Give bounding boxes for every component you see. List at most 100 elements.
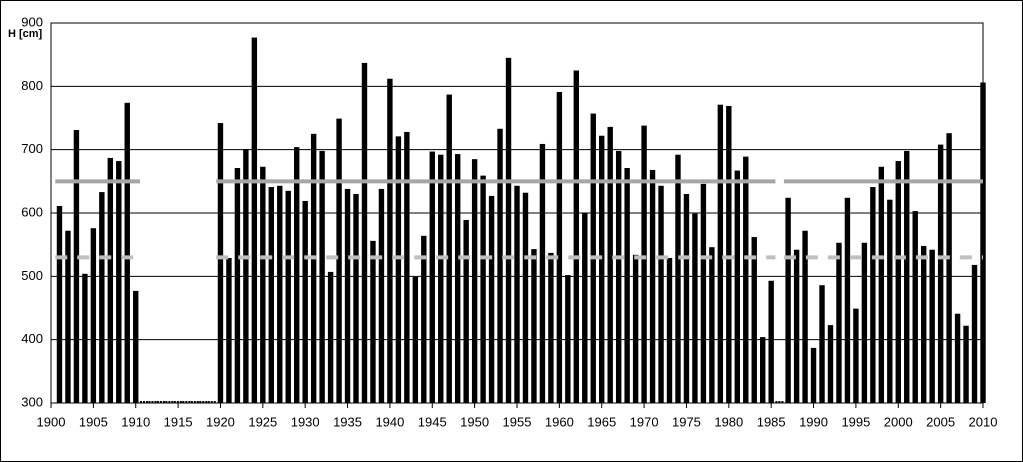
bar: [641, 125, 647, 403]
bar: [480, 175, 486, 403]
bar: [692, 213, 698, 403]
x-tick-label: 1915: [164, 414, 193, 429]
y-tick-label: 400: [21, 331, 43, 346]
bar: [963, 325, 969, 403]
y-tick-label: 500: [21, 268, 43, 283]
bar: [260, 166, 266, 403]
bar: [353, 194, 359, 403]
bar: [226, 257, 232, 403]
bar: [505, 57, 512, 403]
x-tick-label: 1950: [460, 414, 489, 429]
bar: [387, 78, 393, 403]
bar: [878, 166, 885, 403]
bar: [488, 195, 495, 403]
bar: [99, 192, 105, 403]
bar: [514, 185, 520, 403]
bar: [531, 249, 537, 403]
x-tick-label: 2010: [969, 414, 998, 429]
bar: [277, 185, 283, 403]
x-tick-label: 1980: [714, 414, 743, 429]
bar: [937, 144, 944, 403]
bar: [446, 94, 452, 404]
bar: [726, 105, 732, 403]
bar: [370, 240, 376, 403]
bar: [565, 275, 571, 403]
bar: [285, 190, 291, 403]
y-tick-label: 900: [21, 14, 43, 29]
bar: [310, 133, 317, 404]
bar: [421, 235, 427, 403]
x-tick-label: 1970: [630, 414, 659, 429]
bar: [615, 150, 622, 403]
bar: [73, 130, 80, 404]
bar: [819, 285, 825, 403]
bar: [844, 197, 851, 403]
y-tick-label: 300: [21, 394, 43, 409]
bar: [861, 242, 868, 403]
bar: [302, 200, 308, 403]
bar: [887, 199, 893, 403]
bar: [743, 156, 749, 403]
bar: [336, 118, 342, 403]
bar: [548, 252, 554, 403]
x-tick-label: 1945: [418, 414, 447, 429]
bar: [124, 102, 130, 404]
bar: [649, 169, 656, 403]
x-tick-label: 1995: [841, 414, 870, 429]
bar: [395, 136, 402, 403]
x-tick-label: 1925: [248, 414, 277, 429]
bar: [412, 276, 419, 403]
x-tick-label: 1955: [503, 414, 532, 429]
bar: [607, 126, 613, 403]
x-tick-label: 1920: [206, 414, 235, 429]
bar: [870, 187, 876, 403]
bar: [946, 133, 952, 403]
bar: [802, 230, 808, 403]
x-tick-label: 1900: [37, 414, 66, 429]
bar: [827, 325, 834, 403]
x-tick-label: 1930: [291, 414, 320, 429]
bar: [522, 192, 529, 403]
bar: [658, 185, 664, 403]
bar: [234, 168, 241, 403]
bar: [243, 149, 249, 403]
bar: [734, 170, 740, 403]
bar: [251, 37, 258, 404]
x-tick-label: 1990: [799, 414, 828, 429]
bar: [954, 313, 961, 403]
bar: [56, 206, 63, 403]
bar: [429, 151, 435, 403]
x-tick-label: 1940: [375, 414, 404, 429]
bar: [760, 337, 766, 403]
bar: [294, 147, 300, 403]
bar: [378, 188, 385, 403]
bar: [768, 280, 774, 403]
bar: [133, 290, 139, 403]
bar: [717, 104, 724, 403]
bar: [454, 154, 461, 403]
bar: [116, 161, 122, 403]
bar: [793, 249, 800, 403]
bar: [624, 168, 630, 403]
bar: [438, 154, 444, 403]
bar: [65, 230, 71, 403]
bar: [700, 183, 707, 403]
x-tick-label: 1975: [672, 414, 701, 429]
bar: [497, 128, 503, 403]
bar: [853, 308, 859, 403]
bar: [463, 219, 469, 403]
bar: [268, 187, 274, 403]
x-tick-label: 1960: [545, 414, 574, 429]
bar: [404, 131, 410, 403]
bar: [319, 150, 325, 403]
bar: [632, 254, 639, 403]
x-tick-label: 1985: [757, 414, 786, 429]
bar: [666, 257, 673, 403]
bar: [82, 273, 88, 403]
bar: [920, 245, 927, 403]
bar: [709, 247, 715, 403]
bar: [90, 228, 97, 403]
bar: [980, 82, 986, 404]
bar: [971, 264, 978, 403]
